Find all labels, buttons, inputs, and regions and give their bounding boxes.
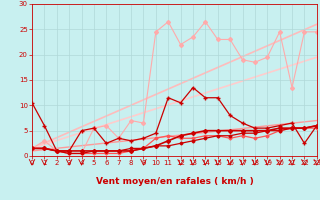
- X-axis label: Vent moyen/en rafales ( km/h ): Vent moyen/en rafales ( km/h ): [96, 177, 253, 186]
